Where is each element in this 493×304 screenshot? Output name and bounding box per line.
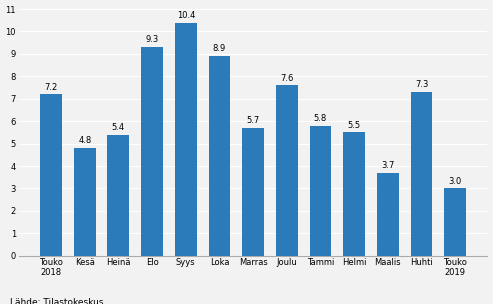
Bar bbox=[141, 47, 163, 256]
Bar bbox=[411, 92, 432, 256]
Bar bbox=[74, 148, 96, 256]
Text: 3.7: 3.7 bbox=[381, 161, 394, 170]
Bar bbox=[444, 188, 466, 256]
Text: 4.8: 4.8 bbox=[78, 136, 91, 145]
Bar bbox=[40, 94, 62, 256]
Bar bbox=[343, 132, 365, 256]
Text: 5.8: 5.8 bbox=[314, 114, 327, 123]
Text: 5.5: 5.5 bbox=[348, 121, 361, 130]
Bar bbox=[175, 22, 197, 256]
Text: 7.6: 7.6 bbox=[280, 74, 293, 83]
Bar bbox=[276, 85, 298, 256]
Bar bbox=[209, 56, 230, 256]
Bar bbox=[242, 128, 264, 256]
Text: 5.4: 5.4 bbox=[112, 123, 125, 132]
Text: 5.7: 5.7 bbox=[246, 116, 260, 125]
Text: 7.3: 7.3 bbox=[415, 80, 428, 89]
Text: 3.0: 3.0 bbox=[449, 177, 462, 186]
Text: 10.4: 10.4 bbox=[176, 11, 195, 20]
Text: Lähde: Tilastokeskus: Lähde: Tilastokeskus bbox=[10, 298, 104, 304]
Text: 7.2: 7.2 bbox=[44, 83, 58, 92]
Bar bbox=[310, 126, 331, 256]
Bar bbox=[377, 173, 399, 256]
Text: 8.9: 8.9 bbox=[213, 44, 226, 54]
Bar bbox=[107, 135, 129, 256]
Text: 9.3: 9.3 bbox=[145, 36, 159, 44]
